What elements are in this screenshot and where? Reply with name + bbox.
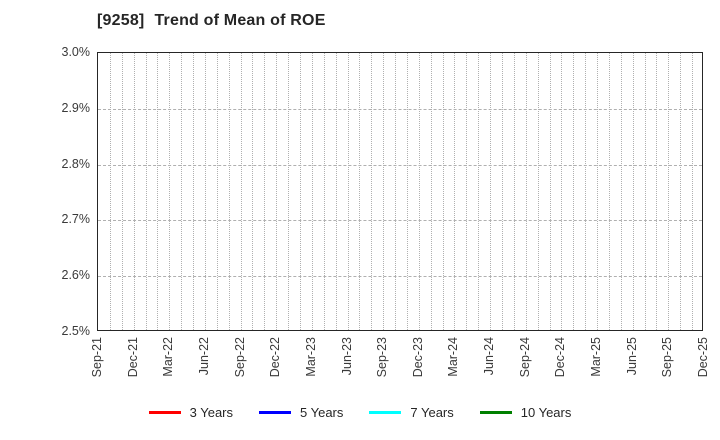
grid-line-vertical	[490, 53, 492, 330]
legend-line-swatch	[479, 411, 512, 414]
legend-line-swatch	[369, 411, 402, 414]
y-tick-label: 2.7%	[61, 212, 91, 227]
x-tick-label: Dec-22	[268, 337, 283, 378]
grid-line-vertical	[323, 53, 325, 330]
x-tick-label: Jun-24	[482, 337, 497, 376]
grid-line-vertical	[216, 53, 218, 330]
grid-line-vertical	[133, 53, 135, 330]
grid-line-vertical	[478, 53, 480, 330]
legend-item: 10 Years	[479, 405, 572, 420]
x-tick-label: Sep-23	[375, 337, 390, 378]
grid-line-vertical	[430, 53, 432, 330]
grid-line-vertical	[121, 53, 123, 330]
x-tick-label: Dec-25	[696, 337, 710, 378]
grid-line-vertical	[442, 53, 444, 330]
grid-line-vertical	[620, 53, 622, 330]
x-tick-label: Dec-24	[553, 337, 568, 378]
x-tick-label: Sep-21	[90, 337, 104, 378]
grid-line-vertical	[418, 53, 420, 330]
chart-title-code: [9258]	[97, 12, 145, 29]
x-tick-label: Jun-25	[624, 337, 639, 376]
x-tick-label: Mar-24	[446, 337, 461, 377]
grid-line-vertical	[371, 53, 373, 330]
legend-label: 5 Years	[300, 405, 344, 420]
grid-line-vertical	[169, 53, 171, 330]
y-tick-label: 2.9%	[61, 100, 91, 115]
grid-line-vertical	[466, 53, 468, 330]
grid-line-vertical	[525, 53, 527, 330]
grid-line-vertical	[252, 53, 254, 330]
grid-line-vertical	[300, 53, 301, 330]
grid-line-vertical	[335, 53, 337, 330]
grid-line-vertical	[359, 53, 361, 330]
x-tick-label: Sep-24	[517, 337, 532, 378]
grid-line-horizontal	[98, 164, 702, 166]
grid-line-vertical	[204, 53, 206, 330]
x-tick-label: Mar-23	[303, 337, 318, 377]
x-tick-label: Mar-22	[161, 337, 176, 377]
grid-line-vertical	[109, 53, 111, 330]
grid-line-vertical	[644, 53, 646, 330]
legend-line-swatch	[259, 411, 291, 414]
grid-line-vertical	[264, 53, 266, 330]
x-tick-label: Jun-22	[196, 337, 211, 376]
grid-line-vertical	[502, 53, 503, 330]
y-tick-label: 2.6%	[61, 268, 91, 283]
x-tick-label: Dec-21	[125, 337, 140, 378]
legend-item: 7 Years	[369, 405, 454, 420]
grid-line-vertical	[573, 53, 575, 330]
x-tick-label: Dec-23	[410, 337, 425, 378]
grid-line-vertical	[240, 53, 242, 330]
grid-line-vertical	[193, 53, 195, 330]
grid-line-vertical	[395, 53, 397, 330]
grid-line-vertical	[608, 53, 610, 330]
grid-line-vertical	[585, 53, 587, 330]
grid-line-vertical	[288, 53, 290, 330]
x-tick-label: Mar-25	[589, 337, 604, 377]
chart-title-text: Trend of Mean of ROE	[154, 12, 326, 29]
grid-line-vertical	[537, 53, 539, 330]
grid-line-vertical	[561, 53, 563, 330]
grid-line-vertical	[181, 53, 183, 330]
legend-item: 3 Years	[148, 405, 233, 420]
grid-line-vertical	[383, 53, 385, 330]
legend-label: 7 Years	[410, 405, 454, 420]
grid-line-vertical	[145, 53, 147, 330]
grid-line-vertical	[680, 53, 682, 330]
legend-item: 5 Years	[259, 405, 343, 420]
grid-line-vertical	[513, 53, 515, 330]
grid-line-vertical	[656, 53, 658, 330]
grid-line-vertical	[597, 53, 599, 330]
legend-label: 10 Years	[520, 405, 572, 420]
grid-line-horizontal	[98, 220, 702, 222]
grid-line-vertical	[632, 53, 634, 330]
chart-title: [9258] Trend of Mean of ROE	[97, 12, 326, 30]
x-tick-label: Jun-23	[339, 337, 354, 376]
grid-line-vertical	[454, 53, 456, 330]
grid-line-vertical	[406, 53, 408, 330]
grid-line-vertical	[347, 53, 349, 330]
y-tick-label: 2.5%	[61, 324, 91, 338]
grid-line-vertical	[668, 53, 670, 330]
grid-line-vertical	[311, 53, 313, 330]
legend-line-swatch	[148, 411, 181, 414]
plot-area	[97, 52, 703, 331]
y-tick-label: 2.8%	[61, 156, 91, 171]
grid-line-vertical	[692, 53, 694, 330]
grid-line-vertical	[157, 53, 159, 330]
grid-line-horizontal	[98, 276, 702, 278]
y-tick-label: 3.0%	[61, 45, 91, 59]
grid-line-vertical	[228, 53, 230, 330]
x-tick-label: Sep-22	[232, 337, 247, 378]
grid-line-horizontal	[98, 108, 702, 110]
chart-legend: 3 Years 5 Years 7 Years 10 Years	[0, 405, 720, 420]
legend-label: 3 Years	[189, 405, 233, 420]
grid-line-vertical	[276, 53, 278, 330]
x-tick-label: Sep-25	[660, 337, 675, 378]
grid-line-vertical	[549, 53, 551, 330]
